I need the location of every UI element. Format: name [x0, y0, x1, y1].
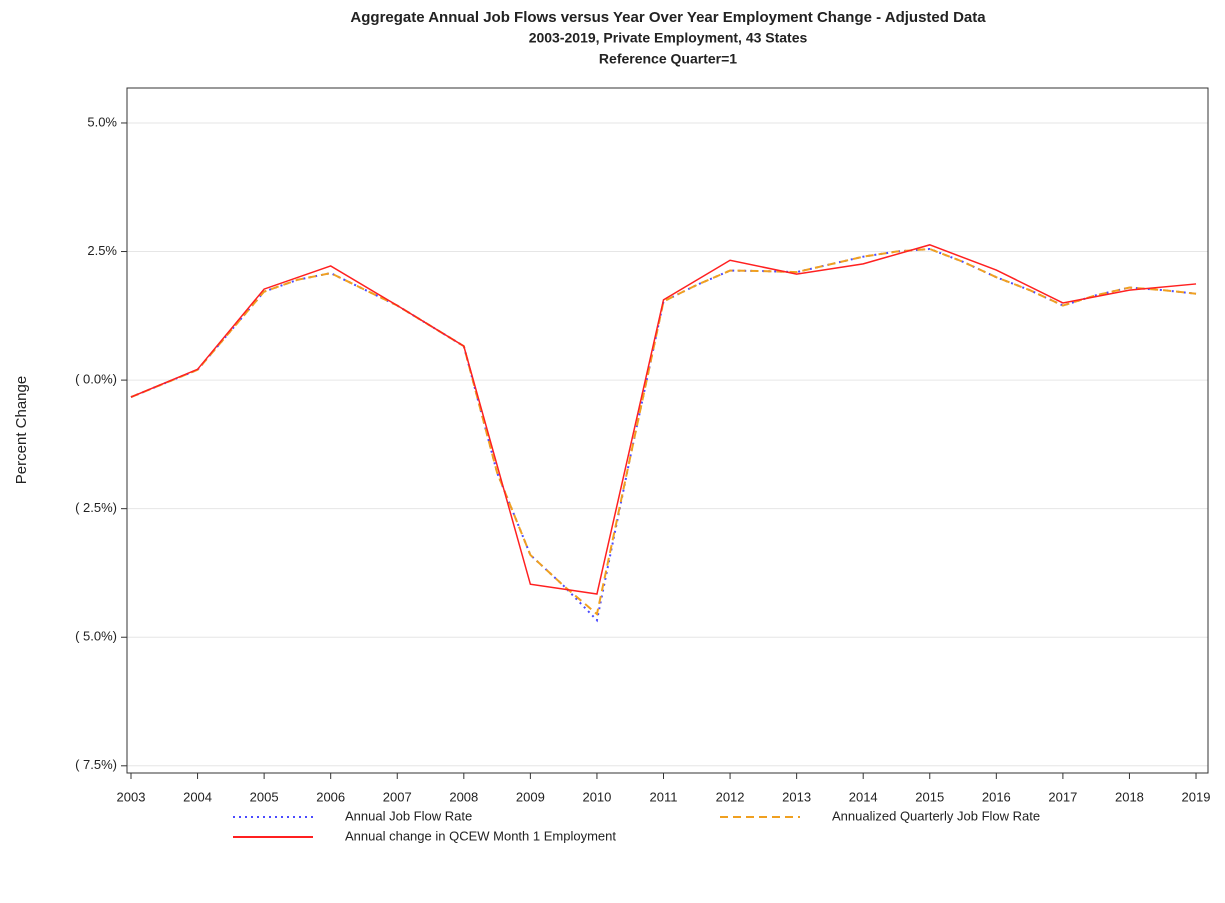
x-tick-label: 2012	[716, 789, 745, 804]
x-tick-label: 2015	[915, 789, 944, 804]
x-tick-label: 2005	[250, 789, 279, 804]
x-tick-label: 2003	[117, 789, 146, 804]
chart-subtitle: Reference Quarter=1	[599, 51, 737, 67]
x-tick-label: 2010	[582, 789, 611, 804]
chart-subtitle: 2003-2019, Private Employment, 43 States	[529, 30, 808, 46]
series-line	[130, 244, 1197, 595]
y-tick-label: 5.0%	[87, 114, 117, 129]
x-tick-label: 2013	[782, 789, 811, 804]
y-tick-label: ( 2.5%)	[75, 500, 117, 515]
x-tick-label: 2014	[849, 789, 878, 804]
x-tick-label: 2011	[650, 789, 678, 804]
x-tick-label: 2016	[982, 789, 1011, 804]
y-tick-label: ( 7.5%)	[75, 757, 117, 772]
legend-label: Annual change in QCEW Month 1 Employment	[345, 828, 616, 843]
plot-frame	[126, 87, 1209, 774]
x-tick-label: 2006	[316, 789, 345, 804]
x-tick-label: 2004	[183, 789, 212, 804]
x-tick-label: 2009	[516, 789, 545, 804]
y-tick-label: ( 5.0%)	[75, 629, 117, 644]
y-axis-label: Percent Change	[13, 376, 30, 484]
legend-label: Annualized Quarterly Job Flow Rate	[832, 808, 1040, 823]
x-tick-label: 2007	[383, 789, 412, 804]
legend-label: Annual Job Flow Rate	[345, 808, 472, 823]
x-tick-label: 2008	[449, 789, 478, 804]
chart-title: Aggregate Annual Job Flows versus Year O…	[350, 9, 986, 26]
y-tick-label: 2.5%	[87, 243, 117, 258]
x-tick-label: 2019	[1182, 789, 1211, 804]
series-line	[130, 247, 1197, 616]
x-tick-label: 2018	[1115, 789, 1144, 804]
y-tick-label: ( 0.0%)	[75, 372, 117, 387]
x-tick-label: 2017	[1048, 789, 1077, 804]
